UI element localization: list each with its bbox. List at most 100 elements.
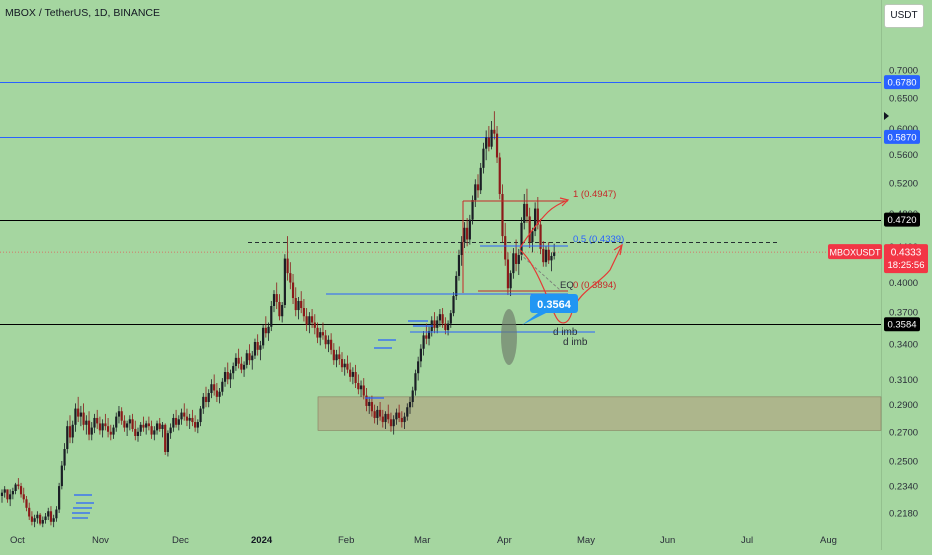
- candle-body: [441, 314, 444, 324]
- callout-label: 0.3564: [537, 299, 572, 311]
- candle-body: [523, 203, 526, 223]
- candle-body: [215, 390, 218, 397]
- candle-body: [19, 486, 23, 495]
- candle-body: [210, 384, 213, 394]
- candle-body: [460, 242, 463, 256]
- candle-body: [520, 222, 523, 256]
- candle-body: [207, 393, 210, 403]
- candle-body: [33, 518, 36, 522]
- candle-body: [248, 353, 251, 361]
- candle-body: [455, 275, 458, 297]
- current-price-value: 0.4333: [891, 248, 922, 259]
- candle-body: [71, 424, 74, 438]
- candle-body: [30, 516, 34, 522]
- time-axis-tick: Aug: [820, 535, 837, 546]
- candle-body: [321, 332, 325, 336]
- current-price-badge: [884, 244, 928, 274]
- price-axis-tick: 0.2900: [889, 400, 918, 411]
- candle-body: [17, 484, 20, 487]
- candle-body: [44, 516, 47, 521]
- candle-body: [139, 424, 142, 432]
- fib-annotation: 1 (0.4947) 0.5 (0.4339) EQ 0 (0.3894): [462, 189, 624, 293]
- fib-label-0: 0 (0.3894): [573, 280, 616, 291]
- candle-body: [305, 316, 308, 325]
- candle-body: [542, 248, 545, 263]
- time-axis: Oct Nov Dec 2024 Feb Mar Apr May Jun Jul Aug: [10, 535, 837, 546]
- candle-body: [101, 423, 104, 431]
- candle-body: [362, 385, 365, 396]
- time-axis-tick: Dec: [172, 535, 189, 546]
- candle-body: [438, 314, 442, 321]
- candle-body: [126, 423, 129, 428]
- candle-body: [223, 372, 227, 382]
- time-axis-tick: Nov: [92, 535, 109, 546]
- candle-body: [115, 416, 118, 428]
- candle-body: [49, 511, 53, 522]
- candle-body: [112, 427, 115, 435]
- candle-body: [68, 426, 72, 438]
- candle-body: [213, 384, 216, 391]
- candle-body: [237, 357, 240, 364]
- callout-box: [530, 294, 578, 313]
- candle-body: [128, 419, 131, 424]
- candle-body: [267, 326, 270, 334]
- projection-arrow-up: [559, 197, 570, 207]
- candle-body: [283, 258, 286, 305]
- candle-body: [202, 396, 205, 409]
- demand-zone: [317, 396, 882, 431]
- candle-body: [384, 413, 387, 423]
- candle-body: [191, 417, 194, 423]
- candle-body: [120, 411, 123, 421]
- candle-body: [427, 331, 431, 339]
- candle-body: [164, 424, 167, 452]
- level-badge: [884, 75, 920, 90]
- candle-body: [177, 419, 180, 425]
- candle-body: [134, 428, 137, 437]
- candle-body: [161, 424, 164, 429]
- currency-button[interactable]: USDT: [884, 4, 924, 28]
- candle-body: [194, 422, 197, 428]
- price-axis-tick: 0.5600: [889, 150, 918, 161]
- price-callout[interactable]: 0.3564: [522, 294, 578, 325]
- time-axis-tick: Mar: [414, 535, 430, 546]
- candle-body: [14, 484, 17, 492]
- candle-body: [136, 431, 140, 437]
- level-badge-label: 0.3584: [887, 320, 916, 331]
- price-axis-tick: 0.3700: [889, 308, 918, 319]
- level-badge: [884, 317, 920, 332]
- candle-body: [457, 255, 461, 276]
- candle-body: [66, 426, 69, 450]
- candle-body: [302, 308, 306, 317]
- candle-body: [403, 416, 406, 423]
- candle-body: [85, 420, 88, 425]
- candle-body: [493, 129, 496, 134]
- candle-body: [349, 369, 352, 377]
- candle-body: [278, 301, 281, 317]
- imbalance-label-1: d imb: [553, 327, 578, 338]
- candle-body: [387, 413, 390, 420]
- candle-body: [512, 253, 515, 274]
- candle-body: [479, 167, 482, 191]
- candle-body: [408, 402, 412, 408]
- level-badge-label: 0.4720: [887, 215, 916, 226]
- candle-body: [79, 412, 82, 417]
- candle-body: [41, 520, 44, 524]
- candle-body: [264, 327, 267, 334]
- candle-body: [506, 259, 510, 289]
- candle-body: [240, 363, 243, 370]
- time-axis-tick: May: [577, 535, 595, 546]
- fib-label-1: 1 (0.4947): [573, 189, 616, 200]
- candle-body: [90, 427, 93, 435]
- candle-body: [338, 354, 341, 360]
- imbalance-label-2: d imb: [563, 337, 588, 348]
- candle-body: [174, 417, 178, 425]
- candle-body: [330, 339, 333, 350]
- candle-body: [466, 227, 469, 240]
- candle-body: [392, 419, 395, 427]
- candle-body: [509, 273, 512, 289]
- candle-body: [498, 157, 501, 194]
- candle-body: [6, 489, 9, 500]
- candle-body: [275, 294, 278, 302]
